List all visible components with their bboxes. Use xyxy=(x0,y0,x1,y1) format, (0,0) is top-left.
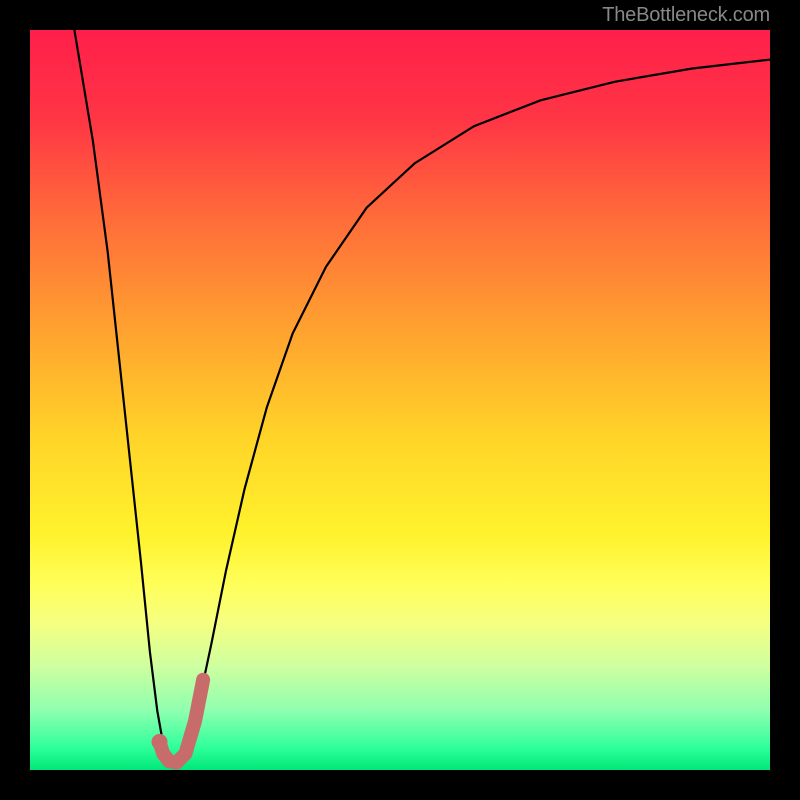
watermark: TheBottleneck.com xyxy=(602,4,770,27)
plot-area xyxy=(30,30,770,770)
chart-svg xyxy=(30,30,770,770)
chart-background xyxy=(30,30,770,770)
marker-dot xyxy=(152,734,168,750)
